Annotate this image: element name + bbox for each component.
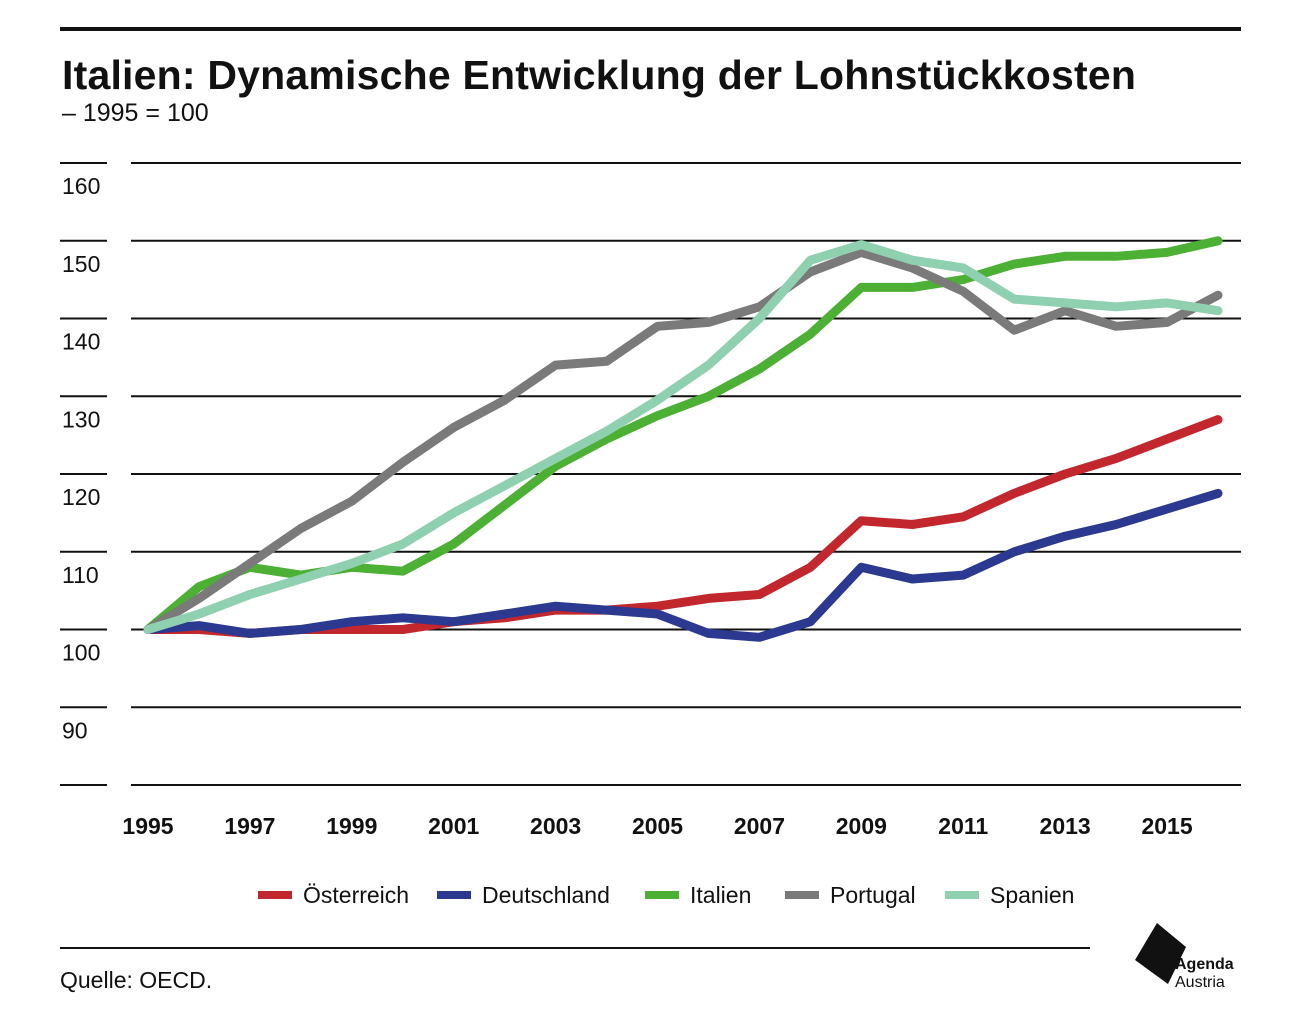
x-tick-label: 2005: [632, 813, 683, 839]
legend-item: Portugal: [785, 878, 916, 912]
y-tick-label: 140: [62, 329, 100, 355]
legend-item: Spanien: [945, 878, 1074, 912]
x-tick-label: 1995: [122, 813, 173, 839]
legend-swatch: [437, 891, 471, 899]
x-tick-label: 1999: [326, 813, 377, 839]
y-tick-label: 160: [62, 173, 100, 199]
legend-label: Italien: [690, 881, 752, 908]
source-note: Quelle: OECD.: [60, 967, 213, 993]
series-line-deutschland: [143, 488, 1223, 642]
agenda-austria-logo: [1135, 923, 1186, 984]
legend-label: Deutschland: [482, 881, 610, 908]
chart-subtitle: – 1995 = 100: [62, 99, 209, 127]
legend-swatch: [645, 891, 679, 899]
legend-swatch: [945, 891, 979, 899]
x-tick-label: 1997: [224, 813, 275, 839]
legend-item: Deutschland: [437, 878, 610, 912]
legend-item: Italien: [645, 878, 751, 912]
legend-label: Österreich: [303, 881, 410, 908]
legend-swatch: [258, 891, 292, 899]
legend-label: Spanien: [990, 881, 1075, 908]
line-chart: 160 150 140 130 120 110 100 90 1995 1997 1999 2001 2…: [60, 162, 1241, 839]
x-tick-label: 2003: [530, 813, 581, 839]
y-tick-label: 90: [62, 717, 88, 743]
logo-text-agenda: Agenda: [1175, 956, 1234, 973]
x-tick-label: 2011: [938, 813, 988, 839]
logo-text-austria: Austria: [1175, 974, 1225, 991]
y-tick-label: 110: [62, 562, 99, 588]
legend-label: Portugal: [830, 881, 916, 908]
y-tick-label: 130: [62, 406, 100, 432]
bottom-rule: [60, 947, 1090, 949]
series-line-portugal: [143, 247, 1223, 634]
top-rule: [60, 27, 1241, 31]
y-tick-label: 100: [62, 640, 100, 666]
logo-mark: [1135, 923, 1186, 984]
chart-title: Italien: Dynamische Entwicklung der Lohn…: [62, 52, 1137, 98]
x-tick-label: 2007: [734, 813, 785, 839]
series-line-spanien: [143, 240, 1223, 634]
x-tick-label: 2015: [1141, 813, 1192, 839]
x-tick-label: 2013: [1040, 813, 1091, 839]
y-tick-label: 150: [62, 251, 100, 277]
x-tick-label: 2009: [836, 813, 887, 839]
chart-legend: Österreich Deutschland Italien Portugal Span…: [0, 878, 1300, 912]
x-tick-label: 2001: [428, 813, 479, 839]
legend-swatch: [785, 891, 819, 899]
legend-item: Österreich: [258, 878, 409, 912]
y-tick-label: 120: [62, 484, 100, 510]
